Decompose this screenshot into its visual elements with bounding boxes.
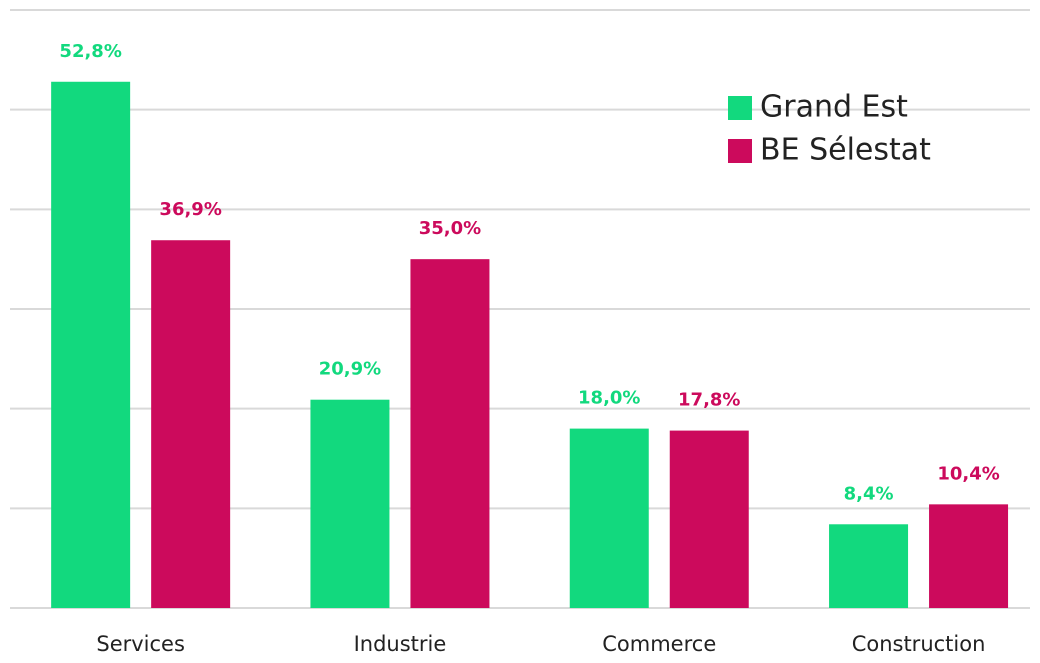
- bar: [929, 504, 1009, 608]
- value-label: 10,4%: [937, 463, 999, 484]
- value-label: 52,8%: [59, 41, 121, 62]
- x-tick-label: Construction: [852, 632, 986, 656]
- legend-label: Grand Est: [760, 90, 908, 125]
- value-label: 17,8%: [678, 390, 740, 411]
- value-label: 20,9%: [319, 359, 381, 380]
- bar: [151, 240, 231, 609]
- bar: [829, 524, 909, 608]
- bar: [310, 399, 390, 608]
- bar: [669, 430, 749, 608]
- bar: [569, 428, 649, 608]
- bar: [410, 259, 490, 608]
- x-tick-label: Industrie: [354, 632, 447, 656]
- value-label: 18,0%: [578, 388, 640, 409]
- legend-swatch: [728, 139, 752, 163]
- x-tick-label: Services: [96, 632, 185, 656]
- legend-label: BE Sélestat: [760, 133, 931, 168]
- bar: [51, 81, 131, 608]
- x-tick-label: Commerce: [602, 632, 716, 656]
- value-label: 36,9%: [159, 199, 221, 220]
- legend-swatch: [728, 96, 752, 120]
- value-label: 35,0%: [419, 218, 481, 239]
- value-label: 8,4%: [844, 483, 894, 504]
